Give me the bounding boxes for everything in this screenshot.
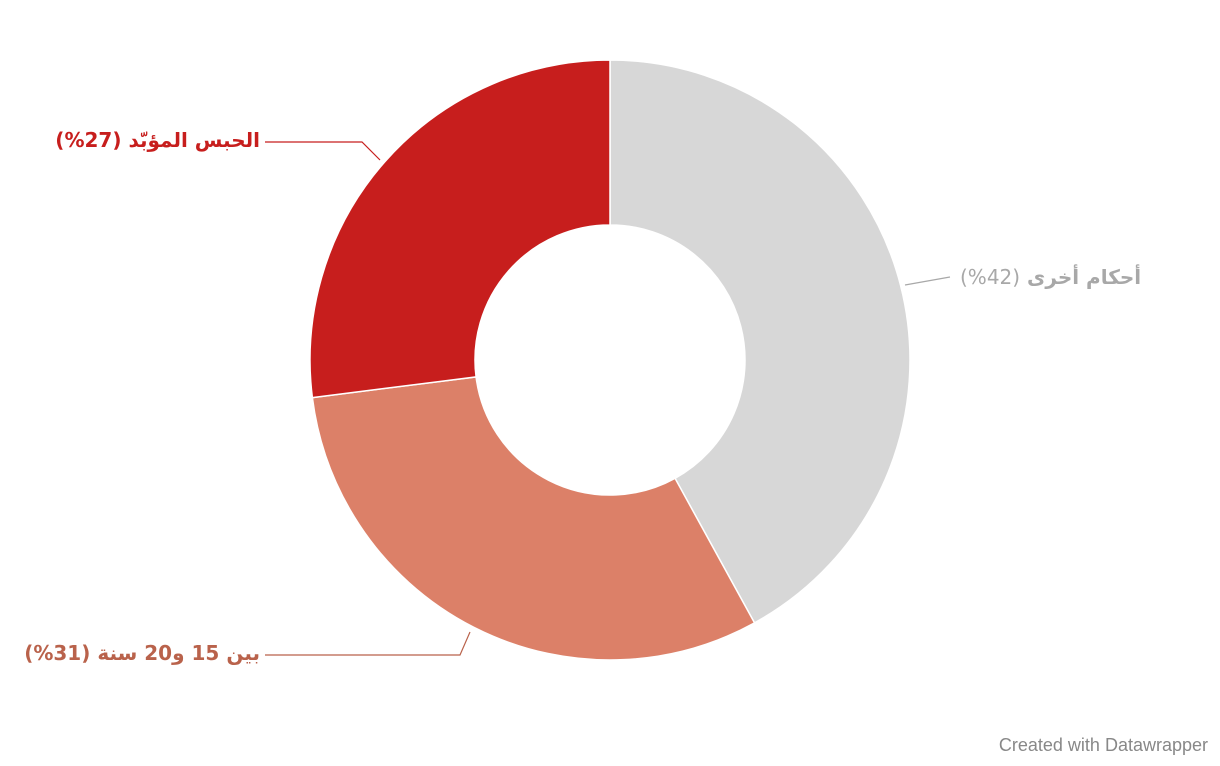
credit: Created with Datawrapper: [998, 735, 1208, 755]
category-label: أحكام أخرى: [1027, 265, 1142, 289]
value-label: (27%): [55, 128, 122, 152]
data-label: الحبس المؤبّد (27%): [55, 128, 260, 152]
value-label: (31%): [24, 641, 91, 665]
leader-line: [265, 141, 381, 161]
category-label: الحبس المؤبّد: [128, 128, 260, 152]
data-label: بين 15 و20 سنة (31%): [24, 641, 260, 665]
category-label: بين 15 و20 سنة: [97, 641, 260, 665]
data-label: أحكام أخرى (42%): [960, 265, 1141, 289]
slice: [311, 376, 756, 661]
slice: [609, 59, 911, 624]
leader-line: [904, 276, 951, 286]
leader-line: [265, 631, 471, 656]
value-label: (42%): [960, 265, 1021, 289]
slice: [309, 59, 611, 399]
